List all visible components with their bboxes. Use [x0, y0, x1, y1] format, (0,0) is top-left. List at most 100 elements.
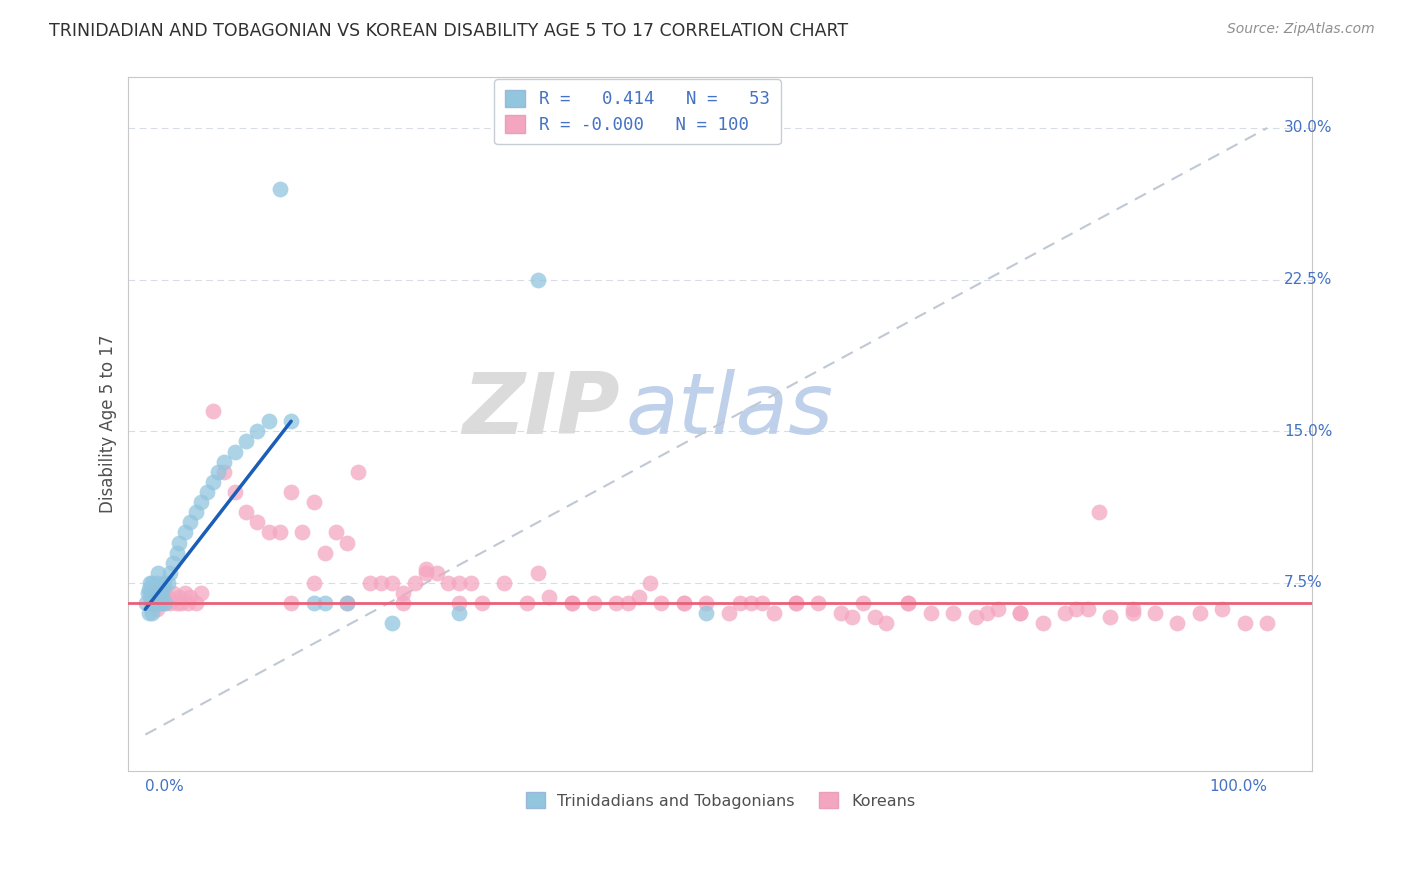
Point	[302, 495, 325, 509]
Point	[184, 505, 207, 519]
Point	[156, 590, 179, 604]
Point	[207, 465, 229, 479]
Point	[875, 616, 897, 631]
Point	[650, 596, 672, 610]
Point	[807, 596, 830, 610]
Point	[1233, 616, 1256, 631]
Point	[751, 596, 773, 610]
Point	[785, 596, 807, 610]
Point	[1077, 602, 1099, 616]
Point	[148, 590, 170, 604]
Point	[145, 576, 167, 591]
Point	[1211, 602, 1233, 616]
Point	[150, 596, 173, 610]
Point	[212, 465, 235, 479]
Point	[638, 576, 661, 591]
Point	[201, 475, 224, 489]
Point	[143, 586, 166, 600]
Point	[1088, 505, 1111, 519]
Point	[494, 576, 516, 591]
Point	[426, 566, 449, 580]
Point	[159, 566, 181, 580]
Point	[141, 576, 163, 591]
Point	[1122, 602, 1144, 616]
Point	[136, 586, 159, 600]
Point	[142, 596, 165, 610]
Point	[449, 576, 471, 591]
Point	[1166, 616, 1188, 631]
Text: atlas: atlas	[626, 369, 834, 452]
Point	[381, 616, 404, 631]
Point	[672, 596, 695, 610]
Text: 100.0%: 100.0%	[1209, 779, 1267, 794]
Point	[155, 596, 177, 610]
Point	[135, 596, 157, 610]
Point	[336, 596, 359, 610]
Point	[449, 607, 471, 621]
Point	[830, 607, 852, 621]
Point	[314, 546, 336, 560]
Point	[359, 576, 381, 591]
Point	[605, 596, 627, 610]
Point	[149, 582, 172, 596]
Point	[145, 586, 167, 600]
Point	[224, 485, 246, 500]
Point	[561, 596, 583, 610]
Point	[897, 596, 920, 610]
Legend: Trinidadians and Tobagonians, Koreans: Trinidadians and Tobagonians, Koreans	[519, 786, 921, 815]
Point	[148, 596, 170, 610]
Point	[224, 444, 246, 458]
Point	[1010, 607, 1032, 621]
Point	[538, 590, 561, 604]
Point	[1122, 607, 1144, 621]
Text: TRINIDADIAN AND TOBAGONIAN VS KOREAN DISABILITY AGE 5 TO 17 CORRELATION CHART: TRINIDADIAN AND TOBAGONIAN VS KOREAN DIS…	[49, 22, 848, 40]
Point	[1099, 610, 1122, 624]
Point	[449, 596, 471, 610]
Point	[976, 607, 998, 621]
Point	[370, 576, 392, 591]
Point	[863, 610, 886, 624]
Point	[527, 273, 550, 287]
Point	[138, 582, 160, 596]
Point	[195, 485, 218, 500]
Point	[920, 607, 942, 621]
Point	[527, 566, 550, 580]
Point	[314, 596, 336, 610]
Point	[325, 525, 347, 540]
Point	[166, 596, 188, 610]
Point	[257, 525, 280, 540]
Point	[897, 596, 920, 610]
Point	[179, 590, 201, 604]
Point	[190, 586, 212, 600]
Text: ZIP: ZIP	[463, 369, 620, 452]
Point	[280, 414, 302, 428]
Point	[785, 596, 807, 610]
Point	[156, 576, 179, 591]
Point	[302, 576, 325, 591]
Point	[141, 607, 163, 621]
Text: 30.0%: 30.0%	[1284, 120, 1333, 136]
Point	[269, 525, 291, 540]
Point	[852, 596, 875, 610]
Point	[145, 596, 167, 610]
Point	[336, 535, 359, 549]
Point	[162, 556, 184, 570]
Point	[246, 425, 269, 439]
Point	[152, 582, 174, 596]
Point	[150, 590, 173, 604]
Point	[143, 582, 166, 596]
Point	[146, 566, 169, 580]
Y-axis label: Disability Age 5 to 17: Disability Age 5 to 17	[100, 335, 117, 514]
Point	[762, 607, 785, 621]
Point	[1188, 607, 1211, 621]
Point	[987, 602, 1010, 616]
Point	[471, 596, 494, 610]
Text: Source: ZipAtlas.com: Source: ZipAtlas.com	[1227, 22, 1375, 37]
Point	[177, 596, 200, 610]
Point	[145, 596, 167, 610]
Point	[965, 610, 987, 624]
Point	[167, 590, 190, 604]
Point	[672, 596, 695, 610]
Point	[627, 590, 650, 604]
Point	[1066, 602, 1088, 616]
